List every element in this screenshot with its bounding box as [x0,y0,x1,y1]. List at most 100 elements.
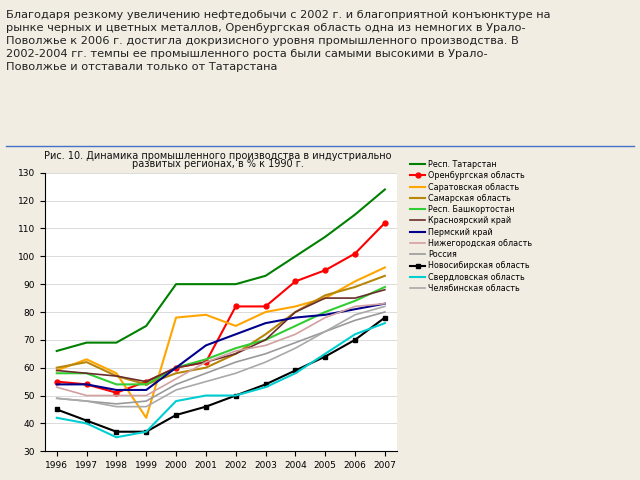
Пермский край [172,365,180,371]
Респ. Татарстан [351,212,359,217]
Пермский край [292,315,300,321]
Новосибирская область [232,393,239,398]
Свердловская область [351,331,359,337]
Россия [53,396,61,401]
Респ. Татарстан [321,234,329,240]
Челябинская область [202,379,210,384]
Свердловская область [142,429,150,434]
Новосибирская область [351,337,359,343]
Респ. Башкортостан [53,371,61,376]
Line: Саратовская область: Саратовская область [57,267,385,418]
Свердловская область [381,320,388,326]
Line: Свердловская область: Свердловская область [57,323,385,437]
Красноярский край [83,371,90,376]
Красноярский край [321,295,329,301]
Саратовская область [321,295,329,301]
Нижегородская область [202,359,210,365]
Саратовская область [142,415,150,420]
Text: Рис. 10. Динамика промышленного производства в индустриально: Рис. 10. Динамика промышленного производ… [44,151,391,161]
Line: Нижегородская область: Нижегородская область [57,304,385,396]
Красноярский край [202,359,210,365]
Респ. Башкортостан [321,309,329,315]
Новосибирская область [142,429,150,434]
Пермский край [142,387,150,393]
Челябинская область [232,371,239,376]
Самарская область [83,359,90,365]
Line: Оренбургская область: Оренбургская область [54,220,387,395]
Респ. Башкортостан [351,298,359,304]
Респ. Башкортостан [232,345,239,351]
Нижегородская область [142,393,150,398]
Line: Россия: Россия [57,312,385,404]
Красноярский край [142,379,150,384]
Красноярский край [262,337,269,343]
Пермский край [83,382,90,387]
Россия [83,398,90,404]
Респ. Башкортостан [172,365,180,371]
Свердловская область [292,371,300,376]
Челябинская область [83,398,90,404]
Свердловская область [83,420,90,426]
Оренбургская область [232,303,239,309]
Пермский край [262,320,269,326]
Свердловская область [232,393,239,398]
Свердловская область [53,415,61,420]
Респ. Татарстан [262,273,269,279]
Свердловская область [321,351,329,357]
Свердловская область [113,434,120,440]
Красноярский край [292,309,300,315]
Самарская область [351,284,359,290]
Пермский край [53,382,61,387]
Россия [142,398,150,404]
Свердловская область [172,398,180,404]
Самарская область [172,371,180,376]
Самарская область [262,331,269,337]
Нижегородская область [262,343,269,348]
Новосибирская область [53,407,61,412]
Респ. Башкортостан [142,382,150,387]
Оренбургская область [172,365,180,371]
Респ. Татарстан [83,340,90,346]
Оренбургская область [113,390,120,396]
Пермский край [321,312,329,318]
Респ. Башкортостан [262,337,269,343]
Россия [202,371,210,376]
Россия [292,340,300,346]
Свердловская область [202,393,210,398]
Красноярский край [351,295,359,301]
Россия [321,329,329,335]
Самарская область [321,292,329,298]
Самарская область [53,365,61,371]
Самарская область [381,273,388,279]
Оренбургская область [53,379,61,384]
Респ. Башкортостан [381,284,388,290]
Оренбургская область [321,267,329,273]
Пермский край [113,387,120,393]
Челябинская область [142,404,150,409]
Нижегородская область [53,384,61,390]
Респ. Татарстан [113,340,120,346]
Оренбургская область [83,382,90,387]
Line: Респ. Башкортостан: Респ. Башкортостан [57,287,385,384]
Оренбургская область [351,251,359,256]
Челябинская область [262,359,269,365]
Новосибирская область [113,429,120,434]
Челябинская область [351,312,359,318]
Свердловская область [262,384,269,390]
Саратовская область [83,357,90,362]
Text: развитых регионах, в % к 1990 г.: развитых регионах, в % к 1990 г. [132,159,303,169]
Line: Самарская область: Самарская область [57,276,385,384]
Оренбургская область [292,278,300,284]
Самарская область [292,309,300,315]
Россия [232,359,239,365]
Челябинская область [292,345,300,351]
Россия [172,382,180,387]
Новосибирская область [381,315,388,321]
Респ. Татарстан [292,253,300,259]
Самарская область [232,351,239,357]
Респ. Башкортостан [113,382,120,387]
Красноярский край [172,365,180,371]
Саратовская область [172,315,180,321]
Нижегородская область [83,393,90,398]
Респ. Татарстан [172,281,180,287]
